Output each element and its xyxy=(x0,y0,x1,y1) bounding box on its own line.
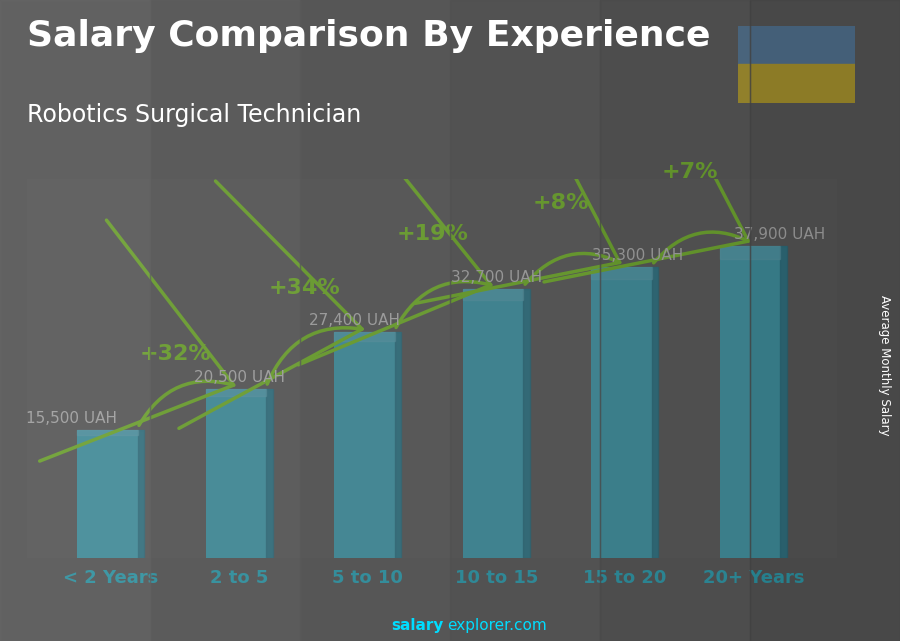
Bar xyxy=(523,289,530,558)
Bar xyxy=(780,246,787,558)
Text: Average Monthly Salary: Average Monthly Salary xyxy=(878,295,890,436)
Bar xyxy=(206,389,273,558)
Bar xyxy=(652,267,658,558)
Text: +34%: +34% xyxy=(268,278,340,298)
Bar xyxy=(206,389,266,396)
Bar xyxy=(334,333,395,342)
Bar xyxy=(463,289,523,299)
Bar xyxy=(77,430,144,558)
Bar xyxy=(138,430,144,558)
FancyArrowPatch shape xyxy=(544,56,748,282)
FancyArrowPatch shape xyxy=(179,181,362,428)
Text: 32,700 UAH: 32,700 UAH xyxy=(451,270,542,285)
Bar xyxy=(334,333,401,558)
Bar xyxy=(720,246,787,558)
Text: 27,400 UAH: 27,400 UAH xyxy=(310,313,400,328)
Bar xyxy=(77,430,138,435)
Text: 20,500 UAH: 20,500 UAH xyxy=(194,370,284,385)
FancyArrowPatch shape xyxy=(40,220,234,461)
Text: 35,300 UAH: 35,300 UAH xyxy=(592,248,683,263)
FancyArrowPatch shape xyxy=(416,78,620,303)
Bar xyxy=(395,333,401,558)
FancyArrowPatch shape xyxy=(299,122,490,365)
Bar xyxy=(720,246,780,258)
Text: salary: salary xyxy=(392,619,444,633)
Text: Robotics Surgical Technician: Robotics Surgical Technician xyxy=(27,103,361,126)
Bar xyxy=(738,26,855,64)
Text: +7%: +7% xyxy=(662,162,718,182)
Text: explorer.com: explorer.com xyxy=(447,619,547,633)
Bar xyxy=(463,289,530,558)
Text: Salary Comparison By Experience: Salary Comparison By Experience xyxy=(27,19,710,53)
Text: +19%: +19% xyxy=(397,224,469,244)
Bar xyxy=(591,267,652,279)
Text: +32%: +32% xyxy=(140,344,212,365)
Bar xyxy=(738,64,855,103)
Text: 15,500 UAH: 15,500 UAH xyxy=(26,411,118,426)
Bar xyxy=(266,389,273,558)
Bar xyxy=(591,267,658,558)
Text: 37,900 UAH: 37,900 UAH xyxy=(734,227,824,242)
Text: +8%: +8% xyxy=(533,193,590,213)
